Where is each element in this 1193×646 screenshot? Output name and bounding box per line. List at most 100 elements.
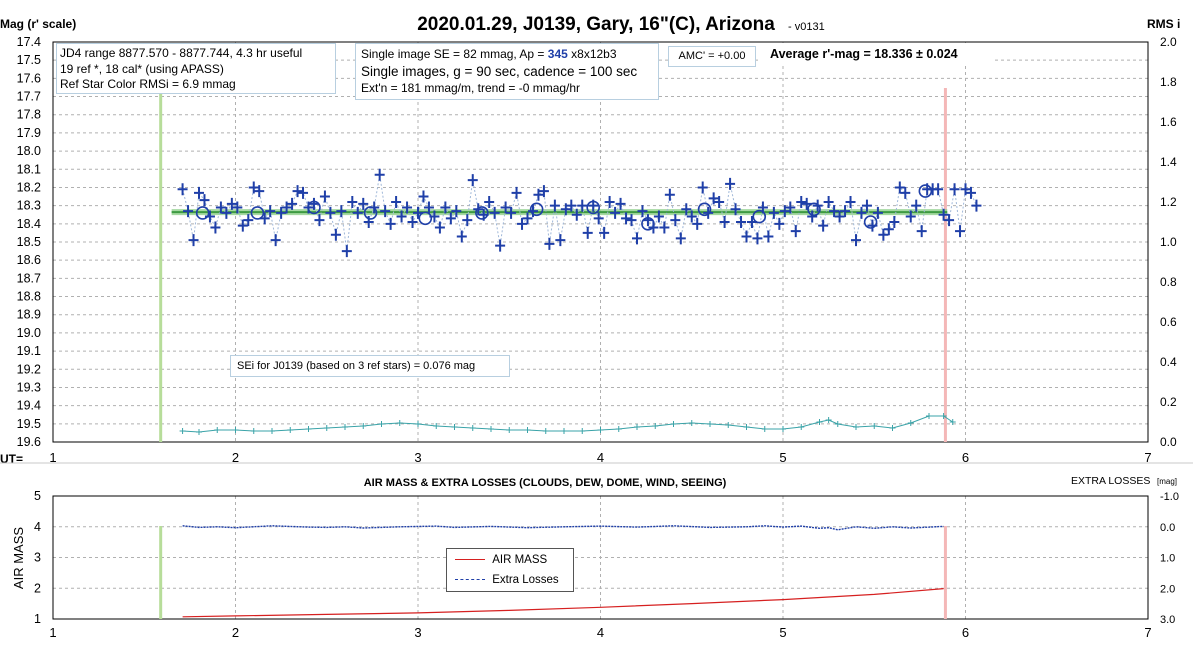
rms-point xyxy=(743,424,750,430)
data-point xyxy=(845,196,856,208)
data-point xyxy=(402,201,413,214)
data-point xyxy=(763,230,774,243)
bottom-x-tick-label: 4 xyxy=(597,625,604,640)
x-tick-label: 3 xyxy=(414,450,421,465)
rms-point xyxy=(940,413,947,419)
bottom-left-tick-label: 2 xyxy=(34,581,41,595)
data-point xyxy=(391,196,402,208)
data-point xyxy=(254,185,265,198)
average-point xyxy=(363,206,378,220)
legend-item-airmass: AIR MASS xyxy=(455,554,547,566)
data-point xyxy=(462,214,473,227)
average-point xyxy=(529,202,544,217)
airmass-legend: AIR MASS Extra Losses xyxy=(446,548,574,592)
left-tick-label: 18.0 xyxy=(17,144,41,158)
data-point xyxy=(703,206,714,219)
average-point xyxy=(641,217,655,231)
data-point xyxy=(243,214,254,227)
right-tick-label: 0.4 xyxy=(1160,355,1177,369)
data-point xyxy=(604,196,615,208)
right-tick-label: 1.6 xyxy=(1160,115,1177,129)
average-point xyxy=(307,200,321,215)
data-point xyxy=(418,190,429,203)
left-tick-label: 17.5 xyxy=(17,53,41,67)
data-point xyxy=(949,183,960,196)
data-point xyxy=(407,216,418,228)
data-point xyxy=(555,234,566,247)
left-tick-label: 18.4 xyxy=(17,217,41,231)
rms-point xyxy=(597,427,604,433)
data-point xyxy=(341,245,352,258)
left-tick-label: 18.7 xyxy=(17,271,41,285)
bottom-right-tick-label: -1.0 xyxy=(1160,491,1179,503)
rms-point xyxy=(761,426,768,432)
data-point xyxy=(911,199,922,212)
data-point xyxy=(692,217,703,230)
average-point xyxy=(586,200,601,215)
left-tick-label: 18.3 xyxy=(17,199,41,213)
data-point xyxy=(593,212,604,225)
bottom-x-tick-label: 7 xyxy=(1144,625,1151,640)
rms-point xyxy=(889,425,896,431)
rms-point xyxy=(542,428,549,434)
bottom-left-tick-label: 5 xyxy=(34,489,41,503)
axis-labels: 17.4 17.5 17.6 17.7 17.8 17.9 18.0 18.1 18.2 18.3… xyxy=(0,14,1180,640)
version-label: - v0131 xyxy=(788,21,825,33)
jd-range-line: JD4 range 8877.570 - 8877.744, 4.3 hr us… xyxy=(60,46,303,60)
data-point xyxy=(577,199,588,212)
data-point xyxy=(538,185,549,198)
data-point xyxy=(610,206,621,219)
rms-point xyxy=(670,421,677,427)
data-point xyxy=(423,201,434,214)
rms-point xyxy=(707,421,713,427)
average-point xyxy=(195,206,210,220)
data-point xyxy=(308,197,319,210)
data-point xyxy=(352,206,363,219)
rms-point xyxy=(396,420,403,426)
data-point xyxy=(511,186,522,199)
rms-point xyxy=(196,429,202,435)
legend-item-losses: Extra Losses xyxy=(455,574,559,586)
data-point xyxy=(889,216,900,228)
rms-point xyxy=(634,424,640,430)
data-point xyxy=(823,196,834,208)
se-line-1: Single image SE = 82 mmag, Ap = 345 x8x1… xyxy=(361,47,617,61)
right-tick-label: 1.4 xyxy=(1160,155,1177,169)
left-tick-label: 18.5 xyxy=(17,235,41,249)
right-tick-label: 1.0 xyxy=(1160,235,1177,249)
data-point xyxy=(325,206,336,219)
legend-line-airmass xyxy=(455,559,485,561)
data-point xyxy=(314,214,325,227)
data-point xyxy=(183,205,194,218)
rms-point xyxy=(214,427,221,433)
rms-point xyxy=(780,426,786,432)
data-point xyxy=(560,203,571,216)
bottom-right-tick-label: 0.0 xyxy=(1160,522,1175,534)
ref-color-line: Ref Star Color RMSi = 6.9 mmag xyxy=(60,77,236,91)
rms-point xyxy=(725,422,732,428)
bottom-x-tick-label: 6 xyxy=(962,625,969,640)
data-point xyxy=(725,177,736,190)
data-point xyxy=(944,214,955,227)
bottom-right-tick-label: 1.0 xyxy=(1160,553,1175,565)
data-point xyxy=(188,234,199,247)
data-point xyxy=(861,199,872,212)
bottom-x-tick-label: 5 xyxy=(779,625,786,640)
left-tick-label: 18.9 xyxy=(17,308,41,322)
data-point xyxy=(385,217,396,230)
top-plot-grid xyxy=(52,41,1149,443)
left-tick-label: 17.7 xyxy=(17,90,41,104)
rms-point xyxy=(469,425,476,431)
data-point xyxy=(626,214,637,227)
data-point xyxy=(495,239,506,252)
data-point xyxy=(566,199,577,212)
data-point xyxy=(834,210,845,223)
extra-losses-line xyxy=(182,525,944,531)
bottom-right-axis-unit: [mag] xyxy=(1157,477,1177,486)
data-point xyxy=(177,183,188,196)
data-point xyxy=(221,206,232,219)
rms-point xyxy=(825,417,832,423)
data-point xyxy=(319,190,330,203)
right-tick-label: 1.8 xyxy=(1160,75,1177,89)
x-axis-title: UT= xyxy=(0,452,23,466)
